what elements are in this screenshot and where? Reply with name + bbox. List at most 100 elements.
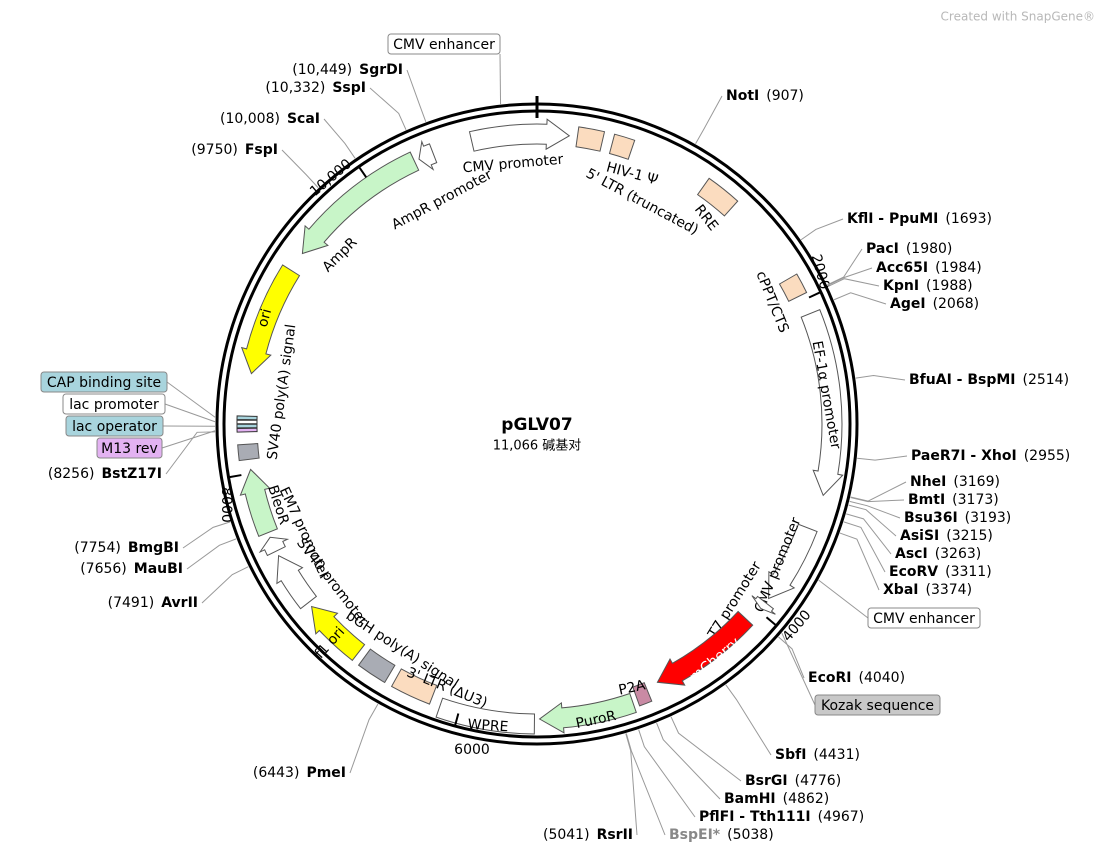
leader-line bbox=[323, 118, 356, 159]
feature bbox=[768, 523, 818, 600]
site-name: BspEI* bbox=[669, 827, 721, 843]
site-name: BstZ17I bbox=[101, 466, 162, 482]
feature bbox=[435, 697, 536, 735]
leader-line bbox=[818, 579, 869, 619]
site-name: PaeR7I - XhoI bbox=[911, 448, 1017, 464]
leader-line bbox=[499, 53, 502, 105]
leader-line bbox=[827, 267, 873, 286]
leader-line bbox=[725, 684, 772, 756]
small-feature bbox=[236, 427, 258, 433]
leader-line bbox=[850, 497, 905, 503]
leader-line bbox=[670, 716, 742, 782]
site-name: AgeI bbox=[890, 296, 926, 312]
site-position: (9750) bbox=[191, 142, 238, 158]
site-name: BmtI bbox=[908, 492, 945, 508]
site-name: BsrGI bbox=[745, 773, 788, 789]
site-position: (7754) bbox=[74, 540, 121, 556]
feature-label: SV40 poly(A) signal bbox=[265, 323, 300, 461]
site-position: (3311) bbox=[945, 564, 992, 580]
leader-line bbox=[839, 532, 880, 591]
leader-line bbox=[164, 403, 216, 423]
small-feature bbox=[236, 423, 258, 429]
site-position: (10,449) bbox=[292, 62, 352, 78]
site-position: (7656) bbox=[80, 561, 127, 577]
site-position: (2955) bbox=[1024, 448, 1071, 464]
site-position: (3215) bbox=[946, 528, 993, 544]
site-name: KpnI bbox=[883, 278, 919, 294]
site-name: NheI bbox=[910, 474, 946, 490]
site-name: MauBI bbox=[134, 561, 183, 577]
leader-line bbox=[857, 455, 908, 461]
feature bbox=[418, 139, 438, 171]
site-name: AscI bbox=[895, 546, 928, 562]
site-position: (1984) bbox=[935, 260, 982, 276]
feature bbox=[575, 126, 606, 152]
leader-line bbox=[638, 729, 696, 818]
label-box bbox=[867, 607, 981, 629]
site-position: (4040) bbox=[858, 670, 905, 686]
boxed-label: lac promoter bbox=[69, 397, 159, 413]
site-name: XbaI bbox=[883, 582, 918, 598]
feature bbox=[632, 682, 653, 707]
leader-line bbox=[827, 278, 880, 287]
site-position: (6443) bbox=[253, 765, 300, 781]
small-feature bbox=[236, 419, 258, 425]
feature bbox=[696, 177, 739, 217]
site-position: (1693) bbox=[945, 211, 992, 227]
site-position: (5038) bbox=[727, 827, 774, 843]
tick-label: 6000 bbox=[454, 742, 490, 758]
feature bbox=[258, 536, 290, 557]
boxed-label: CAP binding site bbox=[47, 375, 161, 391]
site-name: RsrII bbox=[597, 827, 633, 843]
leader-line bbox=[166, 381, 216, 418]
tick-mark bbox=[765, 616, 777, 626]
site-name: SbfI bbox=[775, 747, 806, 763]
site-name: AsiSI bbox=[900, 528, 939, 544]
site-position: (4776) bbox=[795, 773, 842, 789]
site-position: (7491) bbox=[108, 595, 155, 611]
boxed-label: CMV enhancer bbox=[393, 37, 495, 53]
site-name: PacI bbox=[866, 241, 899, 257]
feature bbox=[656, 610, 754, 686]
site-name: BfuAI - BspMI bbox=[909, 372, 1016, 388]
site-name: Bsu36I bbox=[904, 510, 958, 526]
site-position: (1980) bbox=[906, 241, 953, 257]
leader-line bbox=[695, 95, 723, 144]
feature bbox=[276, 554, 318, 610]
leader-line bbox=[850, 481, 907, 502]
leader-line bbox=[349, 703, 379, 774]
tick-mark bbox=[229, 474, 242, 479]
feature bbox=[240, 264, 301, 375]
feature bbox=[468, 118, 571, 152]
site-name: PmeI bbox=[306, 765, 346, 781]
site-position: (10,008) bbox=[220, 111, 280, 127]
site-position: (4862) bbox=[783, 791, 830, 807]
site-name: SgrDI bbox=[359, 62, 403, 78]
leader-line bbox=[625, 733, 638, 836]
leader-line bbox=[406, 69, 427, 122]
boxed-label: Kozak sequence bbox=[821, 698, 934, 714]
feature bbox=[237, 442, 260, 462]
leader-line bbox=[843, 521, 886, 573]
feature-label: WPRE bbox=[467, 717, 509, 736]
site-name: BamHI bbox=[724, 791, 776, 807]
leader-line bbox=[656, 722, 721, 800]
label-box bbox=[387, 33, 501, 55]
feature bbox=[390, 668, 438, 705]
site-name: BmgBI bbox=[128, 540, 179, 556]
site-name: FspI bbox=[245, 142, 278, 158]
site-position: (8256) bbox=[48, 466, 95, 482]
tick-mark bbox=[358, 166, 368, 178]
plasmid-name: pGLV07 bbox=[501, 415, 572, 435]
site-position: (3169) bbox=[953, 474, 1000, 490]
site-name: EcoRV bbox=[889, 564, 938, 580]
site-position: (2514) bbox=[1023, 372, 1070, 388]
leader-line bbox=[161, 430, 216, 449]
feature bbox=[608, 133, 636, 160]
boxed-label: CMV enhancer bbox=[873, 611, 975, 627]
leader-line bbox=[369, 87, 407, 131]
feature bbox=[800, 309, 844, 497]
